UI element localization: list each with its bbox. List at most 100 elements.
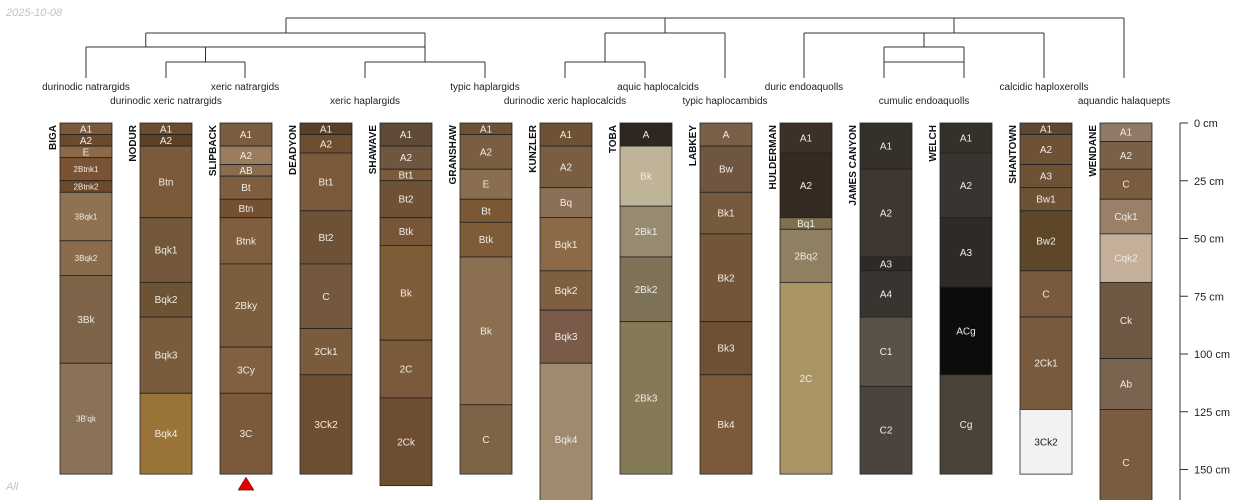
horizon-bk1	[699, 191, 753, 235]
profile-name: HULDERMAN	[768, 125, 779, 189]
profile-name: SHAWAVE	[368, 125, 379, 175]
horizon-label: 3B'qk	[76, 414, 97, 423]
horizon-a1	[859, 122, 913, 170]
red-triangle-marker-icon	[237, 476, 255, 491]
depth-tick-label: 100 cm	[1194, 349, 1230, 361]
horizon-c2	[859, 385, 913, 475]
horizon-label: A1	[80, 124, 93, 135]
horizon-label: 3Bqk1	[75, 212, 98, 221]
horizon-label: C2	[880, 426, 893, 437]
horizon-label: A1	[160, 124, 173, 135]
horizon-label: 2Ck1	[314, 347, 338, 358]
taxon-label: durinodic xeric natrargids	[110, 96, 222, 107]
horizon-label: A2	[160, 136, 173, 147]
horizon-label: A3	[1040, 172, 1053, 183]
horizon-label: Bt	[481, 206, 491, 217]
horizon-label: Bq	[560, 198, 572, 209]
horizon-label: 2C	[400, 365, 413, 376]
horizon-label: 2Bq2	[794, 251, 818, 262]
horizon-label: Bw1	[1036, 195, 1056, 206]
horizon-2c	[379, 339, 433, 399]
profile-name: GRANSHAW	[448, 124, 459, 184]
horizon-label: 3Ck2	[1034, 437, 1058, 448]
horizon-2bk2	[619, 256, 673, 323]
horizon-label: Bt	[241, 183, 251, 194]
horizon-label: A1	[880, 142, 893, 153]
profile-name: LABKEY	[688, 125, 699, 166]
depth-tick-label: 25 cm	[1194, 176, 1224, 188]
horizon-bt2	[299, 210, 353, 265]
horizon-label: 2Btnk1	[74, 165, 99, 174]
depth-tick-label: 150 cm	[1194, 465, 1230, 477]
horizon-label: 2Ck	[397, 437, 416, 448]
horizon-label: Btk	[479, 235, 494, 246]
horizon-2c	[779, 281, 833, 475]
horizon-label: Btn	[158, 177, 173, 188]
horizon-bk	[619, 145, 673, 207]
horizon-label: A2	[800, 181, 813, 192]
horizon-label: A2	[560, 162, 573, 173]
horizon-bqk1	[139, 217, 193, 283]
horizon-label: 3Ck2	[314, 420, 338, 431]
horizon-label: C	[1122, 458, 1129, 469]
horizon-a2	[779, 152, 833, 219]
horizon-a1	[939, 122, 993, 154]
horizon-label: Bt2	[398, 195, 413, 206]
horizon-label: A1	[400, 130, 413, 141]
horizon-label: 2Btnk2	[74, 182, 99, 191]
horizon-label: A	[643, 130, 650, 141]
horizon-3ck2	[1019, 409, 1073, 475]
horizon-2bq2	[779, 228, 833, 283]
horizon-c	[1019, 270, 1073, 318]
horizon-label: A1	[1120, 128, 1133, 139]
horizon-bt1	[299, 152, 353, 212]
horizon-bt2	[379, 180, 433, 219]
horizon-label: A1	[960, 134, 973, 145]
horizon-3bqk	[59, 362, 113, 475]
horizon-label: A3	[960, 248, 973, 259]
horizon-label: Bw2	[1036, 236, 1056, 247]
horizon-btk	[379, 217, 433, 246]
horizon-2ck1	[299, 328, 353, 376]
horizon-label: A2	[880, 209, 893, 220]
horizon-label: A4	[880, 289, 893, 300]
horizon-bk4	[699, 374, 753, 475]
horizon-label: AB	[239, 166, 253, 177]
horizon-label: A2	[960, 181, 973, 192]
horizon-btnk	[219, 217, 273, 265]
depth-tick-label: 75 cm	[1194, 291, 1224, 303]
horizon-bqk4	[539, 362, 593, 500]
horizon-label: Bqk2	[555, 286, 578, 297]
horizon-label: Bk	[480, 326, 493, 337]
horizon-label: A2	[400, 153, 413, 164]
horizon-label: Cqk2	[1114, 254, 1138, 265]
profile-name: SHANTOWN	[1008, 125, 1019, 184]
footer-label: All	[6, 481, 19, 493]
horizon-label: Bqk4	[555, 435, 578, 446]
taxon-label: aquic haplocalcids	[617, 82, 699, 93]
horizon-3cy	[219, 346, 273, 394]
depth-tick-label: 0 cm	[1194, 118, 1218, 130]
horizon-label: Bk2	[717, 273, 735, 284]
horizon-bqk3	[139, 316, 193, 394]
horizon-label: C1	[880, 347, 893, 358]
horizon-cg	[939, 374, 993, 475]
profile-name: BIGA	[48, 125, 59, 150]
taxon-label: calcidic haploxerolls	[1000, 82, 1089, 93]
horizon-label: Bqk2	[155, 295, 178, 306]
horizon-c	[459, 404, 513, 475]
horizon-label: C	[1042, 289, 1049, 300]
horizon-c1	[859, 316, 913, 387]
horizon-3ck2	[299, 374, 353, 475]
horizon-3c	[219, 392, 273, 475]
profile-name: KUNZLER	[528, 124, 539, 173]
horizon-label: Btnk	[236, 236, 257, 247]
horizon-label: Bt1	[318, 177, 333, 188]
horizon-a2	[859, 168, 913, 258]
horizon-label: A2	[1040, 145, 1053, 156]
horizon-cqk1	[1099, 198, 1153, 235]
horizon-label: Bqk1	[155, 246, 178, 257]
horizon-2bky	[219, 263, 273, 348]
taxon-label: typic haplocambids	[682, 96, 767, 107]
